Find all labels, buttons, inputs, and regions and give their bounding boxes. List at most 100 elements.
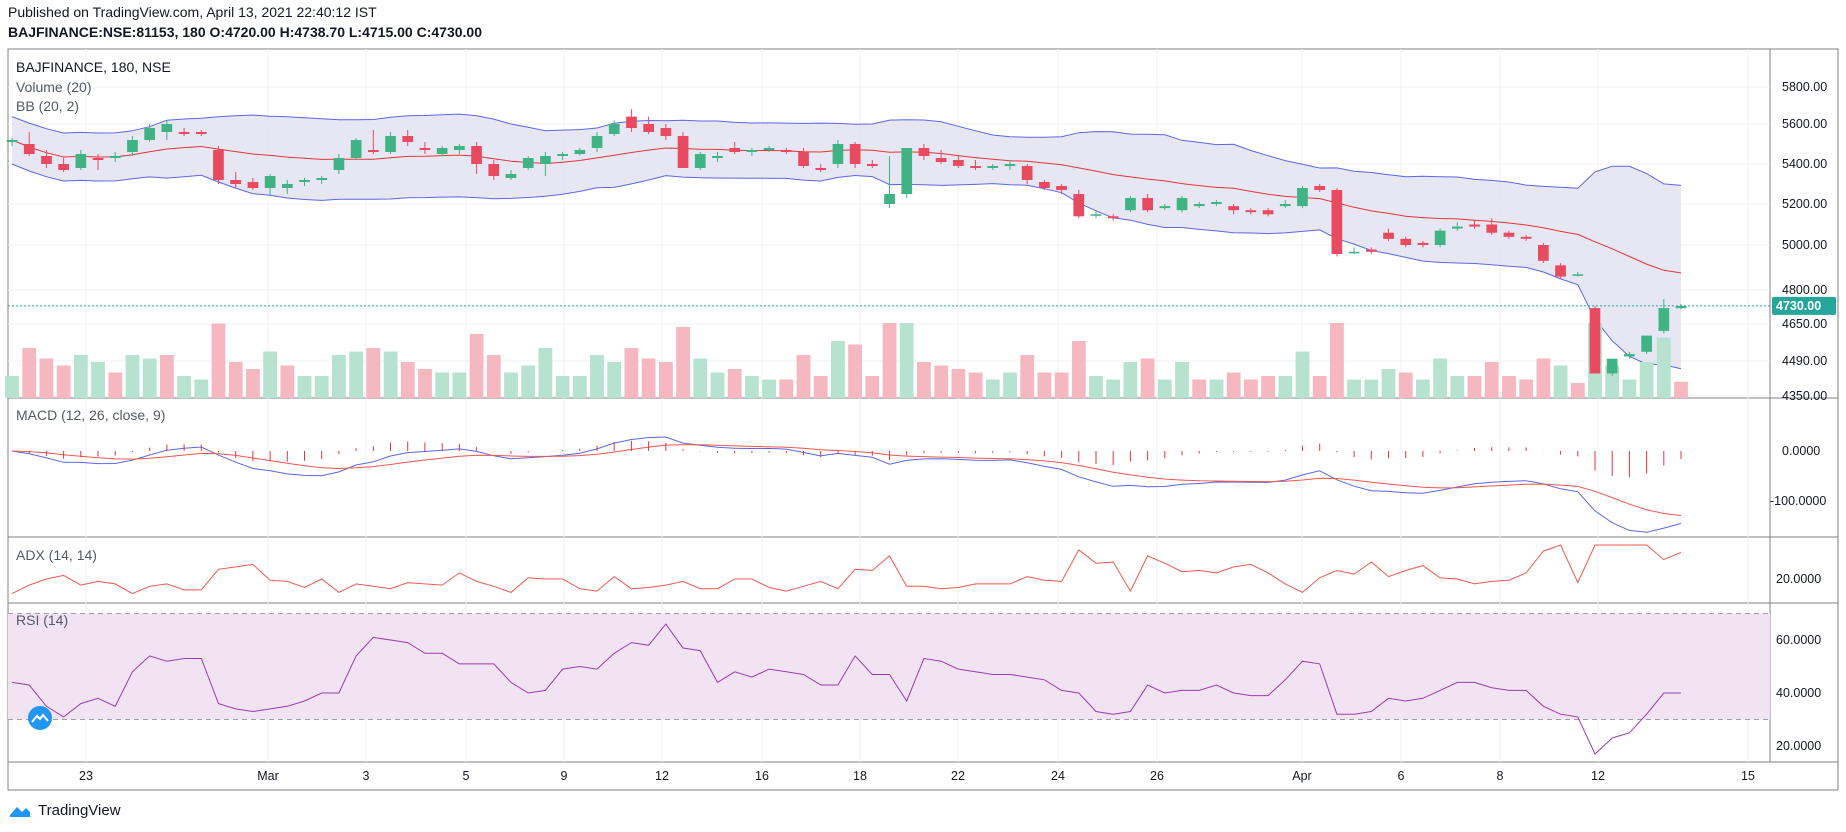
time-tick-label: 18 bbox=[853, 769, 867, 783]
rsi-pane bbox=[8, 613, 1770, 755]
volume-bar bbox=[1639, 362, 1654, 398]
volume-bar bbox=[1020, 355, 1035, 398]
volume-bar bbox=[177, 376, 191, 398]
time-tick-label: 16 bbox=[755, 769, 769, 783]
volume-bar bbox=[1416, 379, 1430, 398]
symbol-ohlc-line: BAJFINANCE:NSE:81153, 180 O:4720.00 H:47… bbox=[8, 24, 482, 40]
candle-body bbox=[1125, 198, 1136, 211]
time-tick-label: 9 bbox=[561, 769, 568, 783]
outer-frame bbox=[7, 48, 1839, 763]
candle-body bbox=[935, 158, 947, 162]
candle-body bbox=[849, 144, 861, 164]
candle-body bbox=[746, 150, 758, 152]
volume-bar bbox=[1484, 362, 1499, 398]
volume-bar bbox=[1398, 372, 1413, 398]
candle-body bbox=[505, 174, 517, 178]
volume-bar bbox=[1054, 372, 1069, 398]
volume-bar bbox=[796, 355, 811, 398]
volume-bar bbox=[985, 379, 1000, 398]
price-tick-label: 5000.00 bbox=[1782, 238, 1827, 252]
volume-bar bbox=[538, 348, 553, 398]
volume-bar bbox=[1330, 323, 1344, 398]
rsi-tick-label: 20.0000 bbox=[1776, 739, 1821, 753]
candle-body bbox=[1245, 210, 1257, 213]
candle-body bbox=[1039, 182, 1050, 188]
volume-bar bbox=[1295, 351, 1310, 398]
candle-body bbox=[1090, 214, 1102, 216]
volume-bar bbox=[280, 365, 295, 398]
volume-bar bbox=[383, 351, 398, 398]
volume-bar bbox=[5, 376, 19, 398]
volume-bar bbox=[1364, 379, 1379, 398]
volume-bar bbox=[1244, 379, 1258, 398]
candle-body bbox=[1211, 202, 1222, 204]
price-axis[interactable]: 5800.00 5600.00 5400.00 5200.00 5000.00 4800.… bbox=[7, 80, 1839, 791]
volume-bar bbox=[865, 376, 880, 398]
volume-bar bbox=[745, 376, 759, 398]
candle-body bbox=[1400, 238, 1412, 245]
volume-bar bbox=[1278, 376, 1293, 398]
candle-body bbox=[1452, 226, 1463, 229]
candle-body bbox=[1348, 251, 1360, 254]
time-tick-label: 23 bbox=[79, 769, 93, 783]
volume-bar bbox=[400, 362, 415, 398]
rsi-pane-label: RSI (14) bbox=[16, 612, 68, 628]
candle-body bbox=[488, 164, 500, 176]
candle-body bbox=[591, 136, 603, 148]
candle-body bbox=[1262, 210, 1274, 215]
volume-bar bbox=[1433, 358, 1447, 398]
candle-body bbox=[574, 150, 586, 154]
volume-bar bbox=[1089, 376, 1103, 398]
candle-body bbox=[1641, 335, 1652, 352]
adx-pane bbox=[11, 544, 1682, 595]
candle-body bbox=[195, 132, 207, 134]
volume-bar bbox=[435, 372, 450, 398]
volume-bars bbox=[5, 323, 1688, 398]
volume-bar bbox=[452, 372, 467, 398]
open-label: O: bbox=[209, 24, 226, 40]
candle-body bbox=[832, 144, 844, 164]
candle-body bbox=[1159, 206, 1171, 209]
volume-bar bbox=[263, 351, 277, 398]
candle-body bbox=[1366, 249, 1377, 252]
volume-bar bbox=[1656, 337, 1671, 398]
low-label: L: bbox=[348, 24, 363, 40]
volume-bar bbox=[1570, 383, 1585, 398]
close-label: C: bbox=[416, 24, 432, 40]
rsi-line bbox=[11, 623, 1681, 755]
volume-bar bbox=[659, 362, 673, 398]
candle-body bbox=[677, 136, 689, 168]
volume-bar bbox=[813, 376, 828, 398]
candle-body bbox=[333, 158, 345, 170]
volume-bar bbox=[1106, 379, 1121, 398]
volume-bar bbox=[194, 379, 209, 398]
candle-body bbox=[282, 184, 293, 188]
candle-body bbox=[1142, 198, 1153, 211]
candle-body bbox=[1589, 308, 1601, 374]
volume-bar bbox=[624, 348, 639, 398]
candle-body bbox=[1555, 265, 1566, 277]
volume-bar bbox=[848, 344, 862, 398]
bb-upper-line bbox=[11, 113, 1682, 189]
tradingview-footer[interactable]: TradingView bbox=[8, 802, 121, 819]
volume-bar bbox=[91, 362, 105, 398]
candle-body bbox=[540, 156, 551, 164]
macd-pane-label: MACD (12, 26, close, 9) bbox=[16, 407, 165, 423]
price-tick-label: 5800.00 bbox=[1782, 80, 1827, 94]
candle-body bbox=[471, 146, 482, 164]
candle-body bbox=[660, 128, 672, 136]
volume-bar bbox=[1536, 358, 1551, 398]
candle-body bbox=[144, 128, 155, 140]
time-tick-label: Apr bbox=[1292, 769, 1311, 783]
volume-bar bbox=[1347, 379, 1361, 398]
volume-bar bbox=[521, 365, 536, 398]
time-tick-label: 26 bbox=[1150, 769, 1164, 783]
volume-bar bbox=[1003, 372, 1017, 398]
rsi-tick-label: 40.0000 bbox=[1776, 686, 1821, 700]
open-value: 4720.00 bbox=[225, 24, 276, 40]
volume-bar bbox=[762, 379, 776, 398]
candlesticks[interactable] bbox=[6, 109, 1770, 376]
candle-body bbox=[884, 194, 895, 204]
volume-bar bbox=[641, 358, 656, 398]
